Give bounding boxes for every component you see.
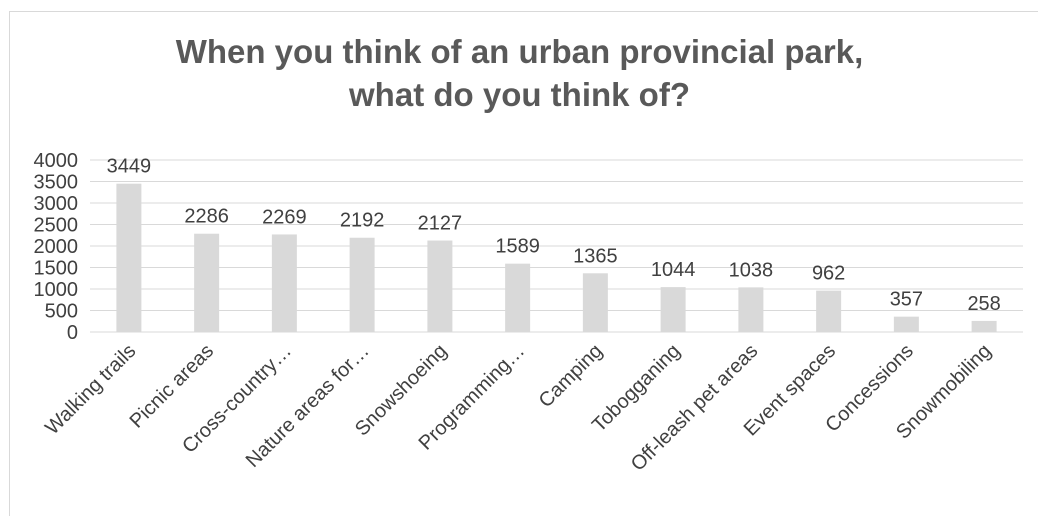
bar <box>271 234 297 332</box>
data-label: 2269 <box>262 206 307 228</box>
y-tick-label: 3000 <box>34 193 79 215</box>
bar <box>505 263 531 332</box>
data-label: 962 <box>812 263 845 285</box>
bar <box>660 287 686 332</box>
y-tick-label: 2500 <box>34 215 79 237</box>
bar <box>194 233 220 332</box>
data-label: 2127 <box>418 213 463 235</box>
y-tick-label: 1500 <box>34 258 79 280</box>
data-label: 1365 <box>573 245 618 267</box>
y-tick-label: 4000 <box>34 150 79 172</box>
data-label: 3449 <box>107 156 152 178</box>
bar <box>582 273 608 332</box>
y-tick-label: 1000 <box>34 279 79 301</box>
data-label: 1044 <box>651 259 696 281</box>
x-tick-label: Off-leash pet areas <box>627 340 763 476</box>
y-tick-label: 500 <box>45 301 78 323</box>
data-label: 258 <box>967 293 1000 315</box>
data-label: 2286 <box>184 206 229 228</box>
chart-title-line-1: When you think of an urban provincial pa… <box>175 33 864 70</box>
data-label: 1038 <box>729 259 774 281</box>
data-label: 357 <box>890 289 923 311</box>
y-tick-label: 2000 <box>34 236 79 258</box>
data-label: 1589 <box>495 236 540 258</box>
chart-frame <box>9 11 1038 516</box>
bar <box>116 183 142 332</box>
y-tick-label: 3500 <box>34 172 79 194</box>
chart-title: When you think of an urban provincial pa… <box>0 30 1039 116</box>
bar <box>738 287 764 332</box>
bar <box>893 316 919 332</box>
chart-title-line-2: what do you think of? <box>349 76 690 113</box>
bar <box>816 290 842 332</box>
x-tick-label: Camping <box>535 340 607 412</box>
x-tick-label: Walking trails <box>41 340 140 439</box>
bar <box>427 240 453 332</box>
data-label: 2192 <box>340 210 385 232</box>
y-tick-label: 0 <box>67 322 78 344</box>
bar <box>349 237 375 332</box>
bar <box>971 320 997 332</box>
